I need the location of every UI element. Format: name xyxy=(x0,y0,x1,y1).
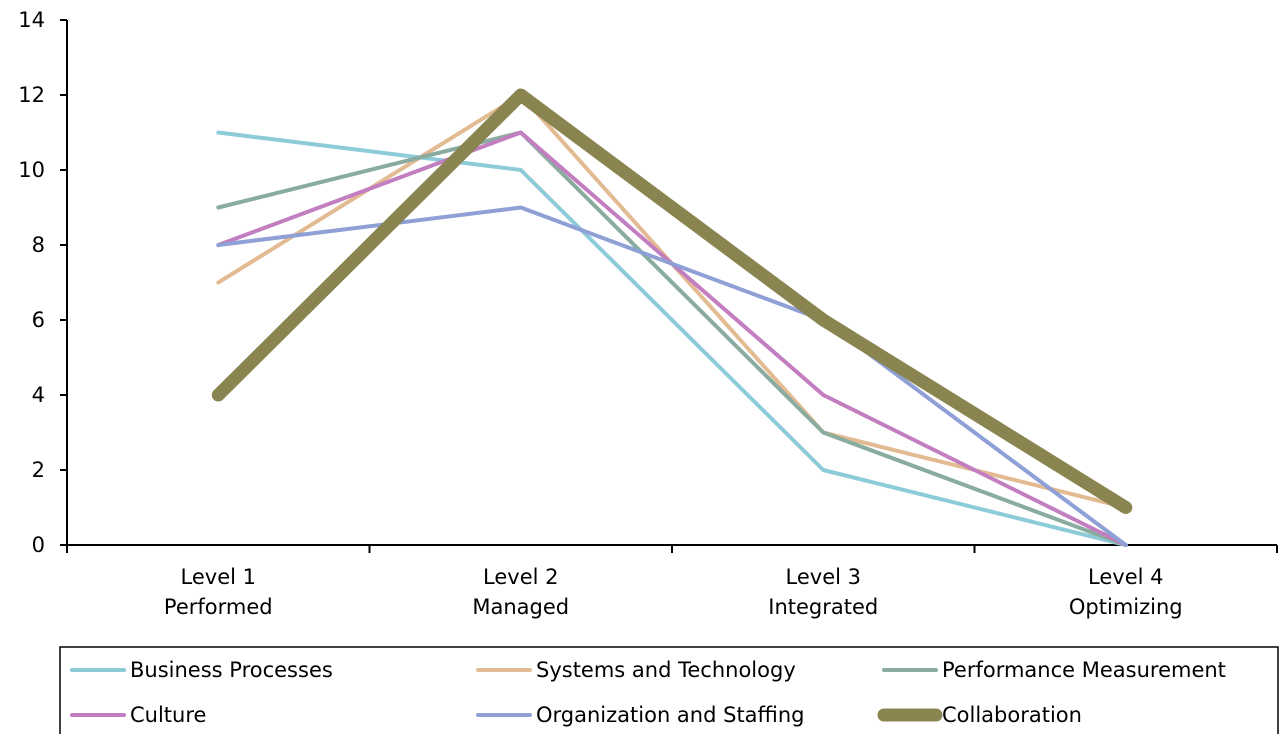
y-tick-label: 12 xyxy=(18,83,45,107)
x-category-label: Managed xyxy=(472,595,569,619)
series-lines xyxy=(211,88,1133,547)
y-tick-labels: 0 2 4 6 8 10 12 14 xyxy=(18,8,45,557)
y-tick-label: 6 xyxy=(32,308,45,332)
legend-label-systems-and-technology: Systems and Technology xyxy=(536,658,796,682)
series-line-performance-measurement xyxy=(216,130,1128,547)
y-tick-label: 2 xyxy=(32,458,45,482)
y-tick-label: 14 xyxy=(18,8,45,32)
axes xyxy=(60,19,1278,553)
x-category-label: Level 2 xyxy=(483,565,558,589)
x-category-label: Integrated xyxy=(768,595,878,619)
legend-label-culture: Culture xyxy=(130,703,206,727)
legend-label-collaboration: Collaboration xyxy=(942,703,1082,727)
x-category-label: Level 4 xyxy=(1088,565,1163,589)
legend: Business Processes Systems and Technology… xyxy=(59,646,1279,734)
y-tick-label: 0 xyxy=(32,533,45,557)
x-category-label: Level 3 xyxy=(786,565,861,589)
series-line-business-processes xyxy=(216,130,1128,547)
series-line-organization-and-staffing xyxy=(216,205,1128,547)
legend-label-business-processes: Business Processes xyxy=(130,658,333,682)
x-category-label: Optimizing xyxy=(1069,595,1183,619)
legend-label-performance-measurement: Performance Measurement xyxy=(942,658,1226,682)
y-tick-label: 10 xyxy=(18,158,45,182)
category-labels: Level 1 Performed Level 2 Managed Level 3 Int… xyxy=(164,565,1183,619)
x-category-label: Performed xyxy=(164,595,273,619)
y-tick-label: 4 xyxy=(32,383,45,407)
y-tick-label: 8 xyxy=(32,233,45,257)
x-category-label: Level 1 xyxy=(181,565,256,589)
legend-box xyxy=(59,646,1279,734)
legend-label-organization-and-staffing: Organization and Staffing xyxy=(536,703,805,727)
series-line-collaboration xyxy=(211,88,1133,514)
series-line-culture xyxy=(216,130,1128,547)
